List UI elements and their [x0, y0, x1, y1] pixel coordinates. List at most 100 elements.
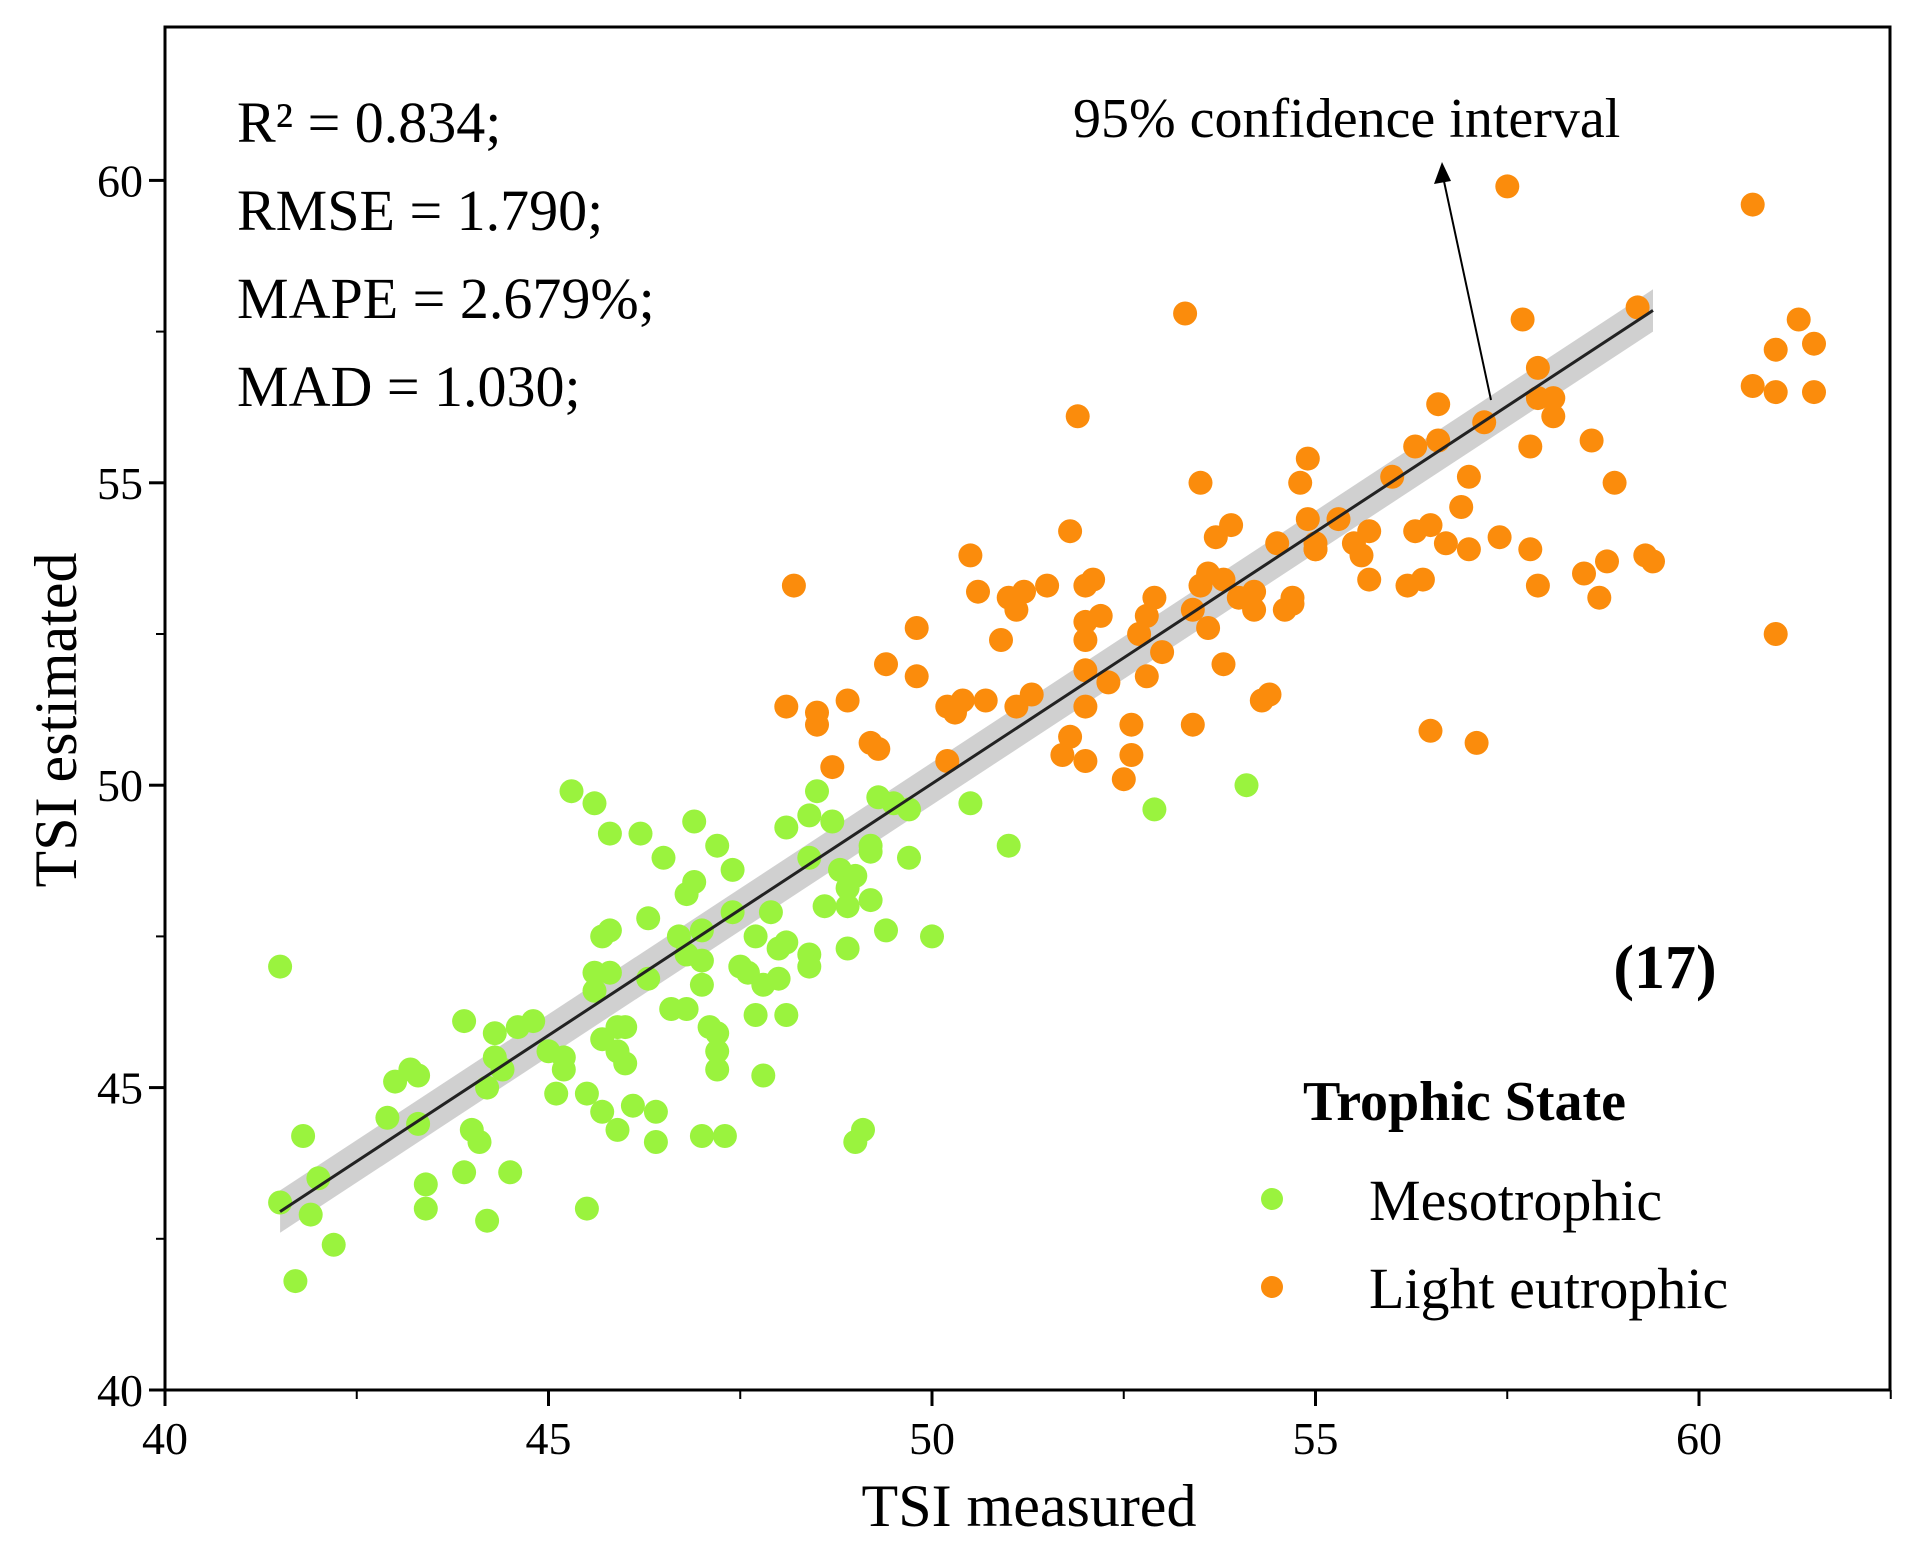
mesotrophic-point: [467, 1130, 492, 1154]
y-tick-label: 55: [97, 458, 143, 509]
light-eutrophic-point: [866, 736, 891, 761]
y-tick-label: 40: [97, 1365, 143, 1416]
light-eutrophic-point: [1119, 712, 1144, 737]
mesotrophic-point: [705, 833, 730, 858]
light-eutrophic-point: [1802, 380, 1826, 405]
mesotrophic-point: [996, 833, 1021, 858]
light-eutrophic-point: [1073, 658, 1098, 683]
light-eutrophic-point: [1518, 537, 1543, 562]
mesotrophic-point: [682, 870, 707, 894]
light-eutrophic-point: [1525, 355, 1550, 380]
mesotrophic-point: [597, 821, 622, 846]
light-eutrophic-point: [1127, 622, 1152, 646]
stat-rmse: RMSE = 1.790;: [237, 178, 603, 243]
light-eutrophic-point: [1426, 392, 1451, 417]
light-eutrophic-point: [935, 749, 960, 773]
light-eutrophic-point: [1111, 767, 1136, 792]
light-eutrophic-point: [1579, 428, 1604, 453]
mesotrophic-point: [897, 797, 921, 822]
mesotrophic-point: [958, 791, 983, 816]
light-eutrophic-point: [1173, 301, 1198, 326]
plot-frame: [163, 25, 1892, 1392]
mesotrophic-point: [705, 1057, 730, 1082]
mesotrophic-point: [705, 1039, 730, 1064]
light-eutrophic-point: [1265, 531, 1290, 556]
light-eutrophic-point: [1641, 549, 1665, 574]
mesotrophic-point: [475, 1075, 500, 1100]
light-eutrophic-point: [1495, 174, 1520, 199]
mesotrophic-point: [920, 924, 944, 949]
mesotrophic-point: [413, 1172, 438, 1197]
light-eutrophic-point: [1058, 724, 1083, 749]
mesotrophic-point: [574, 1081, 599, 1106]
mesotrophic-point: [651, 845, 676, 870]
light-eutrophic-point: [950, 688, 975, 713]
light-eutrophic-point: [1349, 543, 1374, 568]
mesotrophic-point: [406, 1063, 431, 1088]
light-eutrophic-point: [1403, 434, 1428, 459]
mesotrophic-point: [674, 997, 699, 1021]
light-eutrophic-point: [874, 652, 898, 677]
light-eutrophic-point: [1058, 519, 1083, 544]
mesotrophic-point: [743, 924, 768, 949]
mesotrophic-point: [620, 1093, 645, 1118]
mesotrophic-point: [490, 1057, 515, 1082]
light-eutrophic-point: [1763, 380, 1788, 405]
light-eutrophic-point: [1456, 464, 1481, 489]
mesotrophic-point: [843, 863, 868, 888]
mesotrophic-point: [812, 894, 837, 919]
light-eutrophic-point: [1142, 585, 1167, 610]
light-eutrophic-point: [1418, 513, 1443, 538]
light-eutrophic-point: [1295, 446, 1320, 471]
mesotrophic-point: [613, 1051, 638, 1076]
light-eutrophic-point: [1595, 549, 1619, 574]
mesotrophic-point: [766, 966, 791, 991]
mesotrophic-point: [375, 1105, 400, 1130]
mesotrophic-point: [321, 1232, 346, 1257]
mesotrophic-point: [858, 888, 883, 913]
mesotrophic-point: [835, 894, 860, 919]
light-eutrophic-point: [904, 664, 929, 689]
light-eutrophic-point: [1786, 307, 1811, 332]
mesotrophic-point: [689, 1124, 714, 1148]
light-eutrophic-point: [1763, 337, 1788, 362]
legend-marker-mesotrophic: [1261, 1188, 1283, 1210]
light-eutrophic-point: [1357, 567, 1382, 592]
legend: Trophic State Mesotrophic Light eutrophi…: [1261, 1071, 1728, 1321]
mesotrophic-point: [544, 1081, 569, 1106]
mesotrophic-point: [551, 1045, 576, 1070]
light-eutrophic-point: [1288, 470, 1313, 495]
legend-title: Trophic State: [1303, 1071, 1626, 1133]
mesotrophic-point: [689, 948, 714, 973]
mesotrophic-point: [582, 791, 607, 816]
light-eutrophic-point: [1740, 374, 1765, 398]
mesotrophic-point: [1234, 773, 1259, 798]
y-tick-label: 45: [97, 1063, 143, 1114]
legend-label-light-eutrophic: Light eutrophic: [1369, 1256, 1728, 1321]
light-eutrophic-point: [1073, 749, 1098, 773]
light-eutrophic-point: [774, 694, 799, 719]
light-eutrophic-point: [1487, 525, 1512, 550]
legend-label-mesotrophic: Mesotrophic: [1369, 1168, 1662, 1233]
mesotrophic-point: [475, 1208, 500, 1233]
stats-block: R² = 0.834; RMSE = 1.790; MAPE = 2.679%;…: [237, 90, 655, 419]
mesotrophic-point: [582, 978, 607, 1003]
light-eutrophic-point: [1303, 531, 1328, 556]
light-eutrophic-point: [1541, 404, 1566, 429]
panel-tag: (17): [1613, 934, 1716, 1002]
annotation-arrow: [1434, 162, 1492, 401]
mesotrophic-point: [712, 1124, 737, 1148]
mesotrophic-point: [590, 1099, 615, 1124]
mesotrophic-point: [559, 779, 584, 804]
mesotrophic-point: [613, 1015, 638, 1040]
light-eutrophic-point: [958, 543, 983, 568]
mesotrophic-point: [643, 1130, 668, 1154]
mesotrophic-point: [797, 845, 822, 870]
light-eutrophic-point: [1065, 404, 1090, 429]
mesotrophic-point: [597, 960, 622, 985]
light-eutrophic-point: [1035, 573, 1060, 598]
light-eutrophic-point: [1418, 718, 1443, 743]
light-eutrophic-point: [1150, 640, 1175, 665]
light-eutrophic-point: [1464, 730, 1489, 755]
light-eutrophic-point: [1242, 579, 1267, 604]
